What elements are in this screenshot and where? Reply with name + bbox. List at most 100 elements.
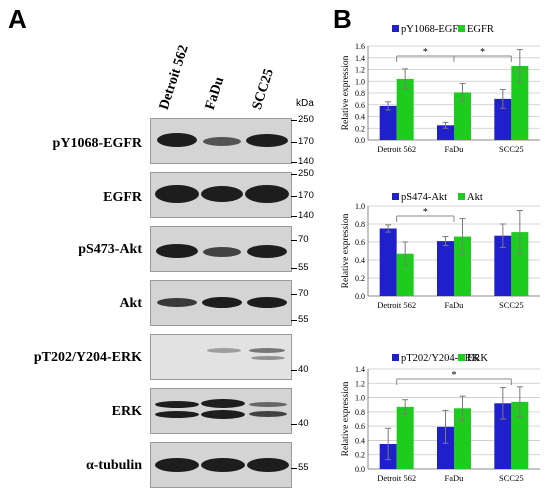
y-tick-label: 0.6 bbox=[355, 101, 365, 110]
significance-star: * bbox=[452, 370, 457, 381]
significance-star: * bbox=[423, 207, 428, 218]
band bbox=[249, 402, 287, 407]
band bbox=[157, 298, 197, 307]
blot-label: pY1068-EGFR bbox=[52, 136, 142, 151]
band bbox=[156, 244, 198, 258]
y-tick-label: 0.2 bbox=[355, 124, 365, 133]
y-tick-label: 0.2 bbox=[355, 451, 365, 460]
y-tick-label: 0.6 bbox=[355, 238, 365, 247]
blot-label: pT202/Y204-ERK bbox=[33, 350, 142, 365]
y-tick-label: 0.4 bbox=[355, 113, 365, 122]
lane-label-fadu: FaDu bbox=[202, 75, 228, 112]
y-tick-label: 0.2 bbox=[355, 274, 365, 283]
band bbox=[249, 411, 287, 417]
x-tick-label: FaDu bbox=[445, 300, 465, 310]
blot-image bbox=[150, 388, 292, 434]
mw-marker: 250 bbox=[291, 114, 314, 125]
mw-marker: 140 bbox=[291, 210, 314, 221]
legend-label: ERK bbox=[467, 353, 488, 364]
mw-marker: 170 bbox=[291, 190, 314, 201]
y-tick-label: 0.0 bbox=[355, 292, 365, 301]
x-tick-label: FaDu bbox=[445, 473, 465, 483]
mw-marker: 70 bbox=[291, 288, 309, 299]
blot-image bbox=[150, 172, 292, 218]
y-tick-label: 0.8 bbox=[355, 89, 365, 98]
band bbox=[201, 410, 245, 419]
y-tick-label: 1.2 bbox=[355, 379, 365, 388]
band bbox=[155, 401, 199, 408]
band bbox=[203, 137, 241, 146]
bar bbox=[454, 408, 471, 469]
blot-image bbox=[150, 442, 292, 488]
band bbox=[249, 348, 285, 353]
y-tick-label: 1.0 bbox=[355, 202, 365, 211]
y-tick-label: 1.2 bbox=[355, 66, 365, 75]
bar-chart-egfr: pY1068-EGFR EGFR 0.0 0.2 0.4 0.6 0.8 1.0 1.2 1.4 1… bbox=[341, 24, 540, 154]
bar bbox=[437, 125, 454, 140]
bar bbox=[494, 235, 512, 296]
band bbox=[247, 297, 287, 308]
bar bbox=[511, 65, 529, 140]
x-tick-label: Detroit 562 bbox=[377, 144, 416, 154]
legend-label: pS474-Akt bbox=[401, 192, 447, 203]
y-tick-label: 1.0 bbox=[355, 394, 365, 403]
mw-marker: 55 bbox=[291, 262, 309, 273]
legend-label: Akt bbox=[467, 192, 483, 203]
bar bbox=[396, 253, 414, 296]
bar bbox=[437, 426, 454, 469]
band bbox=[201, 458, 245, 472]
bar bbox=[511, 401, 529, 469]
significance-star: * bbox=[480, 47, 485, 58]
bar bbox=[494, 403, 512, 469]
band bbox=[203, 247, 241, 257]
blot-label: EGFR bbox=[103, 190, 142, 205]
blot-label: α-tubulin bbox=[85, 458, 142, 473]
x-tick-label: FaDu bbox=[445, 144, 465, 154]
mw-marker: 170 bbox=[291, 136, 314, 147]
band bbox=[201, 186, 243, 202]
mw-marker: 55 bbox=[291, 314, 309, 325]
bar bbox=[454, 92, 471, 140]
y-tick-label: 1.0 bbox=[355, 77, 365, 86]
mw-marker: 40 bbox=[291, 418, 309, 429]
bar bbox=[379, 105, 397, 140]
blot-label: ERK bbox=[111, 404, 142, 419]
y-tick-label: 0.4 bbox=[355, 436, 365, 445]
significance-star: * bbox=[423, 47, 428, 58]
lane-label-detroit: Detroit 562 bbox=[156, 43, 192, 112]
y-tick-label: 0.6 bbox=[355, 422, 365, 431]
band bbox=[155, 411, 199, 418]
y-axis-label: Relative expression bbox=[341, 55, 351, 130]
legend-swatch bbox=[458, 354, 465, 361]
bar-chart-akt: pS474-Akt Akt 0.0 0.2 0.4 0.6 0.8 1.0 Relative e… bbox=[341, 192, 540, 310]
band bbox=[251, 356, 285, 360]
mw-marker: 40 bbox=[291, 364, 309, 375]
kda-label: kDa bbox=[296, 98, 314, 109]
mw-marker: 140 bbox=[291, 156, 314, 167]
bar bbox=[511, 232, 529, 296]
legend-label: pT202/Y204-ERK bbox=[401, 353, 480, 364]
legend-swatch bbox=[392, 354, 399, 361]
panel-a-letter: A bbox=[8, 4, 27, 34]
x-tick-label: Detroit 562 bbox=[377, 473, 416, 483]
bar bbox=[396, 406, 414, 469]
bar bbox=[494, 98, 512, 140]
y-tick-label: 0.0 bbox=[355, 136, 365, 145]
band bbox=[247, 458, 289, 472]
blot-image bbox=[150, 226, 292, 272]
y-tick-label: 1.4 bbox=[355, 365, 365, 374]
legend-swatch bbox=[392, 25, 399, 32]
y-tick-label: 1.4 bbox=[355, 54, 365, 63]
panel-b-letter: B bbox=[333, 4, 352, 34]
bar bbox=[454, 236, 471, 296]
band bbox=[207, 348, 241, 353]
x-tick-label: SCC25 bbox=[499, 473, 524, 483]
blot-label: pS473-Akt bbox=[78, 242, 142, 257]
band bbox=[201, 399, 245, 408]
blot-image bbox=[150, 280, 292, 326]
y-tick-label: 0.8 bbox=[355, 220, 365, 229]
x-tick-label: Detroit 562 bbox=[377, 300, 416, 310]
lane-label-scc25: SCC25 bbox=[249, 67, 278, 112]
legend-swatch bbox=[458, 25, 465, 32]
